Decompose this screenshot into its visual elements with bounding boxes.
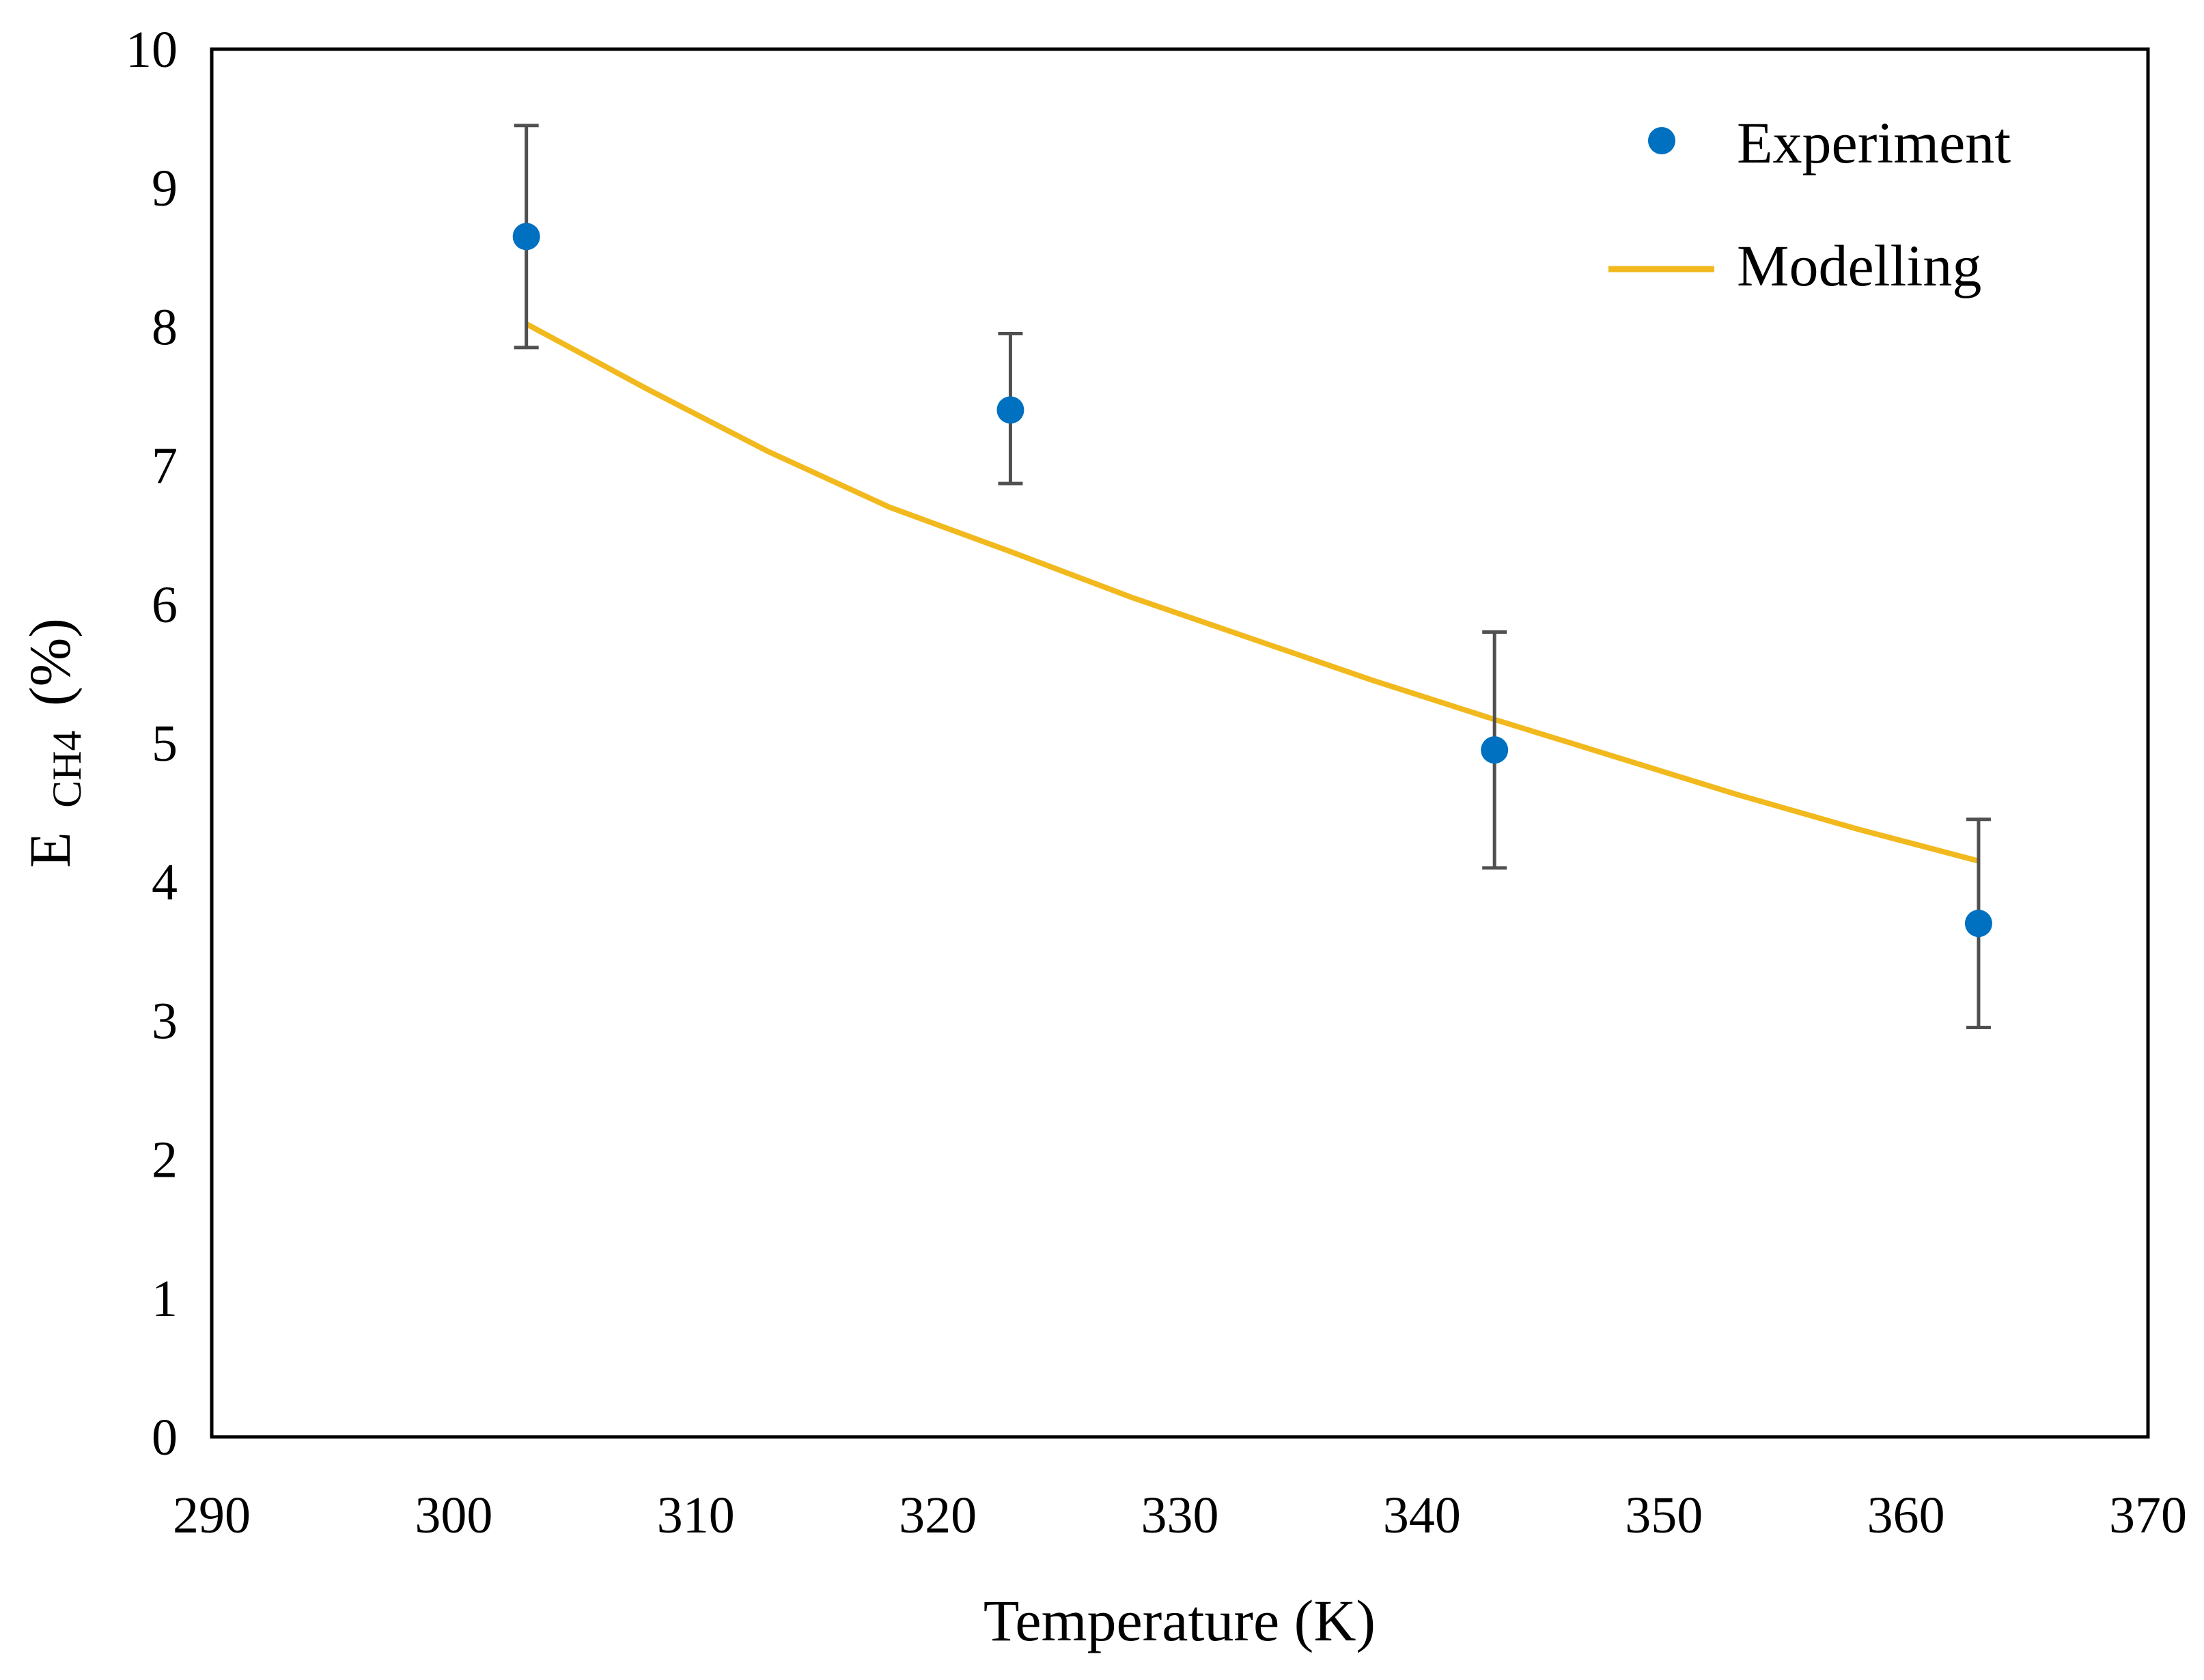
x-tick-label: 330: [1141, 1487, 1219, 1544]
y-tick-label: 1: [152, 1270, 178, 1328]
legend-experiment-label: Experiment: [1737, 110, 2011, 176]
y-tick-label: 9: [152, 160, 178, 217]
experiment-point: [1964, 910, 1992, 938]
svg-text:E CH4 (%): E CH4 (%): [17, 618, 94, 868]
x-tick-label: 350: [1625, 1487, 1703, 1544]
y-tick-label: 3: [152, 992, 178, 1050]
y-tick-label: 2: [152, 1132, 178, 1189]
x-axis-title: Temperature (K): [984, 1588, 1376, 1653]
x-tick-label: 360: [1867, 1487, 1945, 1544]
x-tick-label: 310: [657, 1487, 735, 1544]
x-tick-labels: 290 300 310 320 330 340 350 360 370: [173, 1487, 2187, 1544]
x-tick-label: 290: [173, 1487, 251, 1544]
x-tick-label: 370: [2109, 1487, 2187, 1544]
y-tick-label: 6: [152, 576, 178, 634]
y-tick-label: 5: [152, 715, 178, 772]
experiment-series: [512, 223, 1992, 938]
legend-experiment-marker: [1648, 127, 1675, 154]
y-tick-labels: 0 1 2 3 4 5 6 7 8 9 10: [126, 21, 178, 1466]
y-tick-label: 4: [152, 854, 178, 911]
x-tick-label: 300: [415, 1487, 492, 1544]
experiment-point: [512, 223, 540, 251]
y-tick-label: 8: [152, 298, 178, 356]
experiment-point: [1481, 736, 1509, 764]
legend: Experiment Modelling: [1608, 110, 2011, 298]
y-axis-title-main: E: [17, 832, 83, 868]
y-tick-label: 0: [152, 1409, 178, 1466]
legend-modelling-label: Modelling: [1737, 233, 1981, 298]
y-axis-title: E CH4 (%): [17, 618, 94, 868]
x-tick-label: 320: [899, 1487, 977, 1544]
experiment-point: [996, 396, 1024, 424]
x-tick-label: 340: [1383, 1487, 1461, 1544]
modelling-line: [525, 321, 1979, 864]
modelling-series: [525, 321, 1979, 864]
y-axis-title-subscript: CH4: [44, 731, 89, 808]
plot-area: [210, 47, 2150, 1439]
y-tick-label: 10: [126, 21, 178, 79]
y-axis-title-suffix: (%): [17, 618, 83, 706]
y-tick-label: 7: [152, 438, 178, 495]
